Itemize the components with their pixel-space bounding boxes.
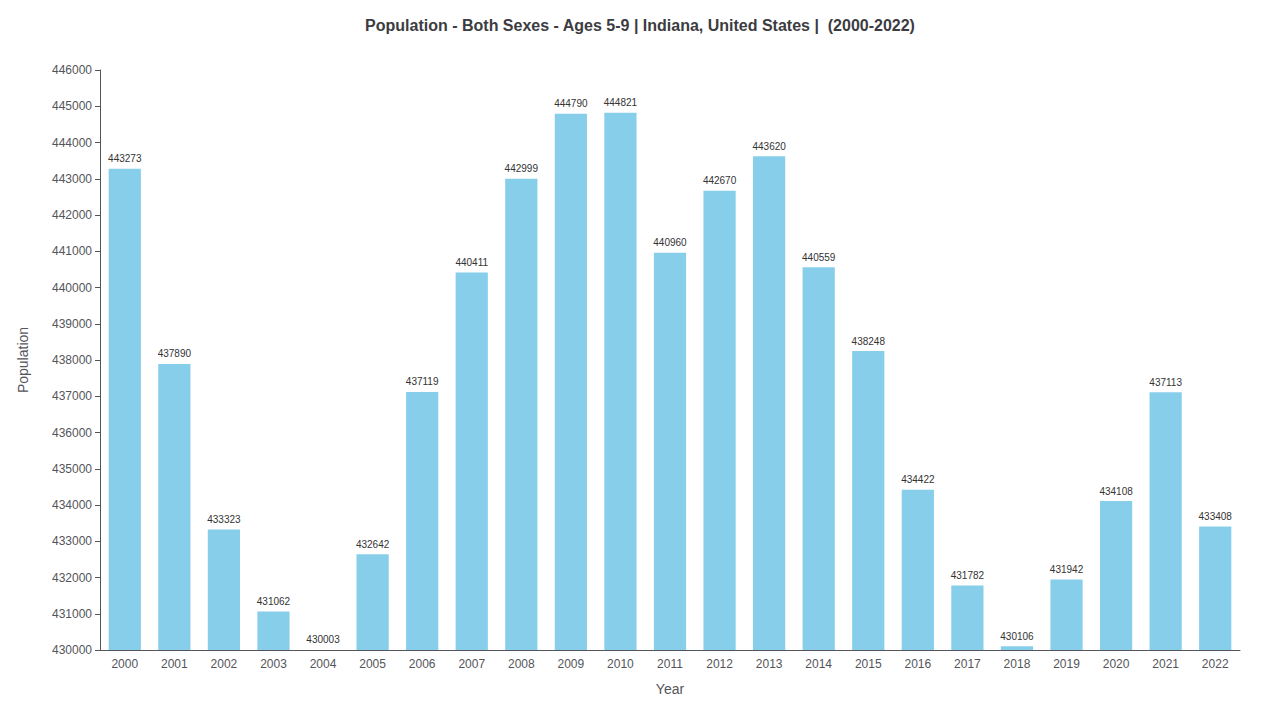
svg-text:443620: 443620 bbox=[752, 141, 786, 152]
svg-text:2016: 2016 bbox=[904, 657, 931, 671]
svg-text:446000: 446000 bbox=[52, 63, 92, 77]
svg-text:430000: 430000 bbox=[52, 643, 92, 657]
svg-text:442999: 442999 bbox=[505, 163, 539, 174]
svg-text:431942: 431942 bbox=[1050, 564, 1084, 575]
svg-text:443273: 443273 bbox=[108, 153, 142, 164]
svg-text:432000: 432000 bbox=[52, 571, 92, 585]
svg-text:2018: 2018 bbox=[1004, 657, 1031, 671]
svg-text:2003: 2003 bbox=[260, 657, 287, 671]
svg-text:Population - Both Sexes - Ages: Population - Both Sexes - Ages 5-9 | Ind… bbox=[365, 17, 915, 34]
svg-text:2006: 2006 bbox=[409, 657, 436, 671]
svg-text:2010: 2010 bbox=[607, 657, 634, 671]
svg-text:437113: 437113 bbox=[1149, 377, 1182, 388]
svg-text:430106: 430106 bbox=[1000, 631, 1034, 642]
svg-text:432642: 432642 bbox=[356, 539, 390, 550]
svg-text:2020: 2020 bbox=[1103, 657, 1130, 671]
svg-text:2022: 2022 bbox=[1202, 657, 1229, 671]
svg-text:440411: 440411 bbox=[455, 257, 488, 268]
svg-text:435000: 435000 bbox=[52, 462, 92, 476]
svg-text:Population: Population bbox=[15, 327, 31, 393]
svg-text:437890: 437890 bbox=[158, 348, 192, 359]
svg-text:444000: 444000 bbox=[52, 136, 92, 150]
svg-text:433323: 433323 bbox=[207, 514, 241, 525]
svg-text:444821: 444821 bbox=[604, 97, 638, 108]
svg-text:443000: 443000 bbox=[52, 172, 92, 186]
svg-text:2011: 2011 bbox=[657, 657, 683, 671]
svg-text:438248: 438248 bbox=[852, 336, 886, 347]
svg-text:440000: 440000 bbox=[52, 281, 92, 295]
svg-text:440960: 440960 bbox=[653, 237, 687, 248]
svg-text:442000: 442000 bbox=[52, 208, 92, 222]
svg-text:2007: 2007 bbox=[458, 657, 485, 671]
svg-text:Year: Year bbox=[656, 681, 685, 697]
svg-text:2005: 2005 bbox=[359, 657, 386, 671]
svg-text:434422: 434422 bbox=[901, 474, 935, 485]
svg-text:2009: 2009 bbox=[558, 657, 585, 671]
svg-text:2014: 2014 bbox=[805, 657, 832, 671]
svg-text:433000: 433000 bbox=[52, 534, 92, 548]
svg-text:2000: 2000 bbox=[111, 657, 138, 671]
svg-text:434000: 434000 bbox=[52, 498, 92, 512]
svg-text:2002: 2002 bbox=[211, 657, 238, 671]
svg-text:439000: 439000 bbox=[52, 317, 92, 331]
svg-text:438000: 438000 bbox=[52, 353, 92, 367]
svg-text:431062: 431062 bbox=[257, 596, 291, 607]
svg-text:442670: 442670 bbox=[703, 175, 737, 186]
svg-text:2019: 2019 bbox=[1053, 657, 1080, 671]
svg-text:433408: 433408 bbox=[1199, 511, 1233, 522]
svg-text:430003: 430003 bbox=[306, 634, 340, 645]
svg-text:434108: 434108 bbox=[1099, 486, 1133, 497]
svg-text:440559: 440559 bbox=[802, 252, 836, 263]
svg-text:2015: 2015 bbox=[855, 657, 882, 671]
svg-text:444790: 444790 bbox=[554, 98, 588, 109]
svg-text:431782: 431782 bbox=[951, 570, 985, 581]
svg-text:2012: 2012 bbox=[706, 657, 733, 671]
svg-text:2017: 2017 bbox=[954, 657, 981, 671]
svg-text:441000: 441000 bbox=[52, 244, 92, 258]
svg-text:436000: 436000 bbox=[52, 426, 92, 440]
svg-text:2004: 2004 bbox=[310, 657, 337, 671]
svg-text:2008: 2008 bbox=[508, 657, 535, 671]
svg-text:2013: 2013 bbox=[756, 657, 783, 671]
svg-text:2021: 2021 bbox=[1152, 657, 1179, 671]
svg-text:431000: 431000 bbox=[52, 607, 92, 621]
svg-text:2001: 2001 bbox=[161, 657, 188, 671]
svg-text:445000: 445000 bbox=[52, 99, 92, 113]
svg-text:437119: 437119 bbox=[406, 376, 439, 387]
svg-text:437000: 437000 bbox=[52, 389, 92, 403]
